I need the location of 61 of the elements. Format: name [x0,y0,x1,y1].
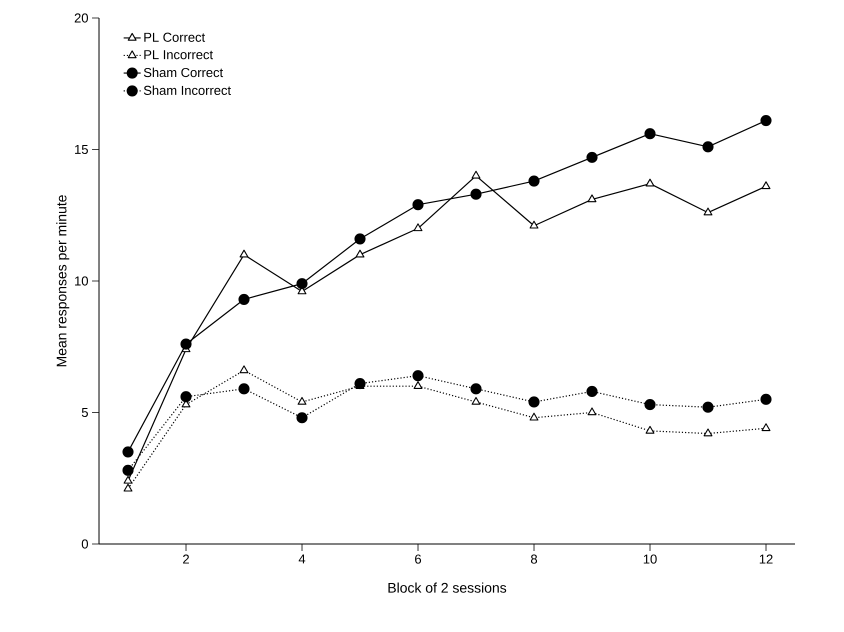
point [298,396,306,405]
point [240,365,248,374]
point [296,412,308,424]
point [122,464,134,476]
point [528,396,540,408]
point [586,386,598,397]
point [588,407,596,416]
point [530,412,538,421]
point [644,399,656,410]
legend-label: Sham Incorrect [144,85,231,95]
point [414,381,422,389]
point [760,115,772,126]
point [588,194,596,202]
point [180,391,192,402]
point [412,370,424,382]
point [296,278,308,290]
legend-label: PL Incorrect [144,50,213,60]
y-axis-title: Mean responses per minute [56,195,70,366]
point [124,476,132,484]
point [470,188,482,200]
y-tick-label: 20 [74,13,88,23]
y-tick-label: 0 [82,539,88,549]
point [704,208,712,216]
point [646,178,654,186]
point [238,383,250,394]
x-tick-label: 6 [415,554,422,564]
point [414,223,422,232]
point [472,170,480,179]
y-tick-label: 10 [75,276,88,286]
point [528,175,540,187]
legend-label: PL Correct [144,32,206,42]
y-tick-label: 15 [75,144,88,154]
point [354,233,366,244]
point [238,294,250,305]
point [530,220,538,229]
legend-label: Sham Correct [144,68,224,78]
point [412,199,424,210]
point [702,402,714,413]
point [644,128,656,140]
point [470,383,482,394]
point [354,378,366,390]
point [356,250,364,258]
x-tick-label: 8 [530,554,538,564]
point [180,338,192,350]
point [762,181,770,190]
x-tick-label: 12 [760,554,773,564]
point [122,446,134,458]
point [702,141,714,152]
x-tick-label: 4 [298,554,306,564]
x-tick-label: 10 [644,554,657,564]
x-tick-label: 2 [183,554,189,564]
point [646,426,654,434]
point [586,152,598,163]
point [760,394,772,405]
point [472,396,480,405]
point [704,428,712,436]
point [124,484,132,492]
y-tick-label: 5 [82,408,88,417]
point [762,423,770,432]
point [240,250,248,258]
x-axis-title: Block of 2 sessions [388,582,506,593]
